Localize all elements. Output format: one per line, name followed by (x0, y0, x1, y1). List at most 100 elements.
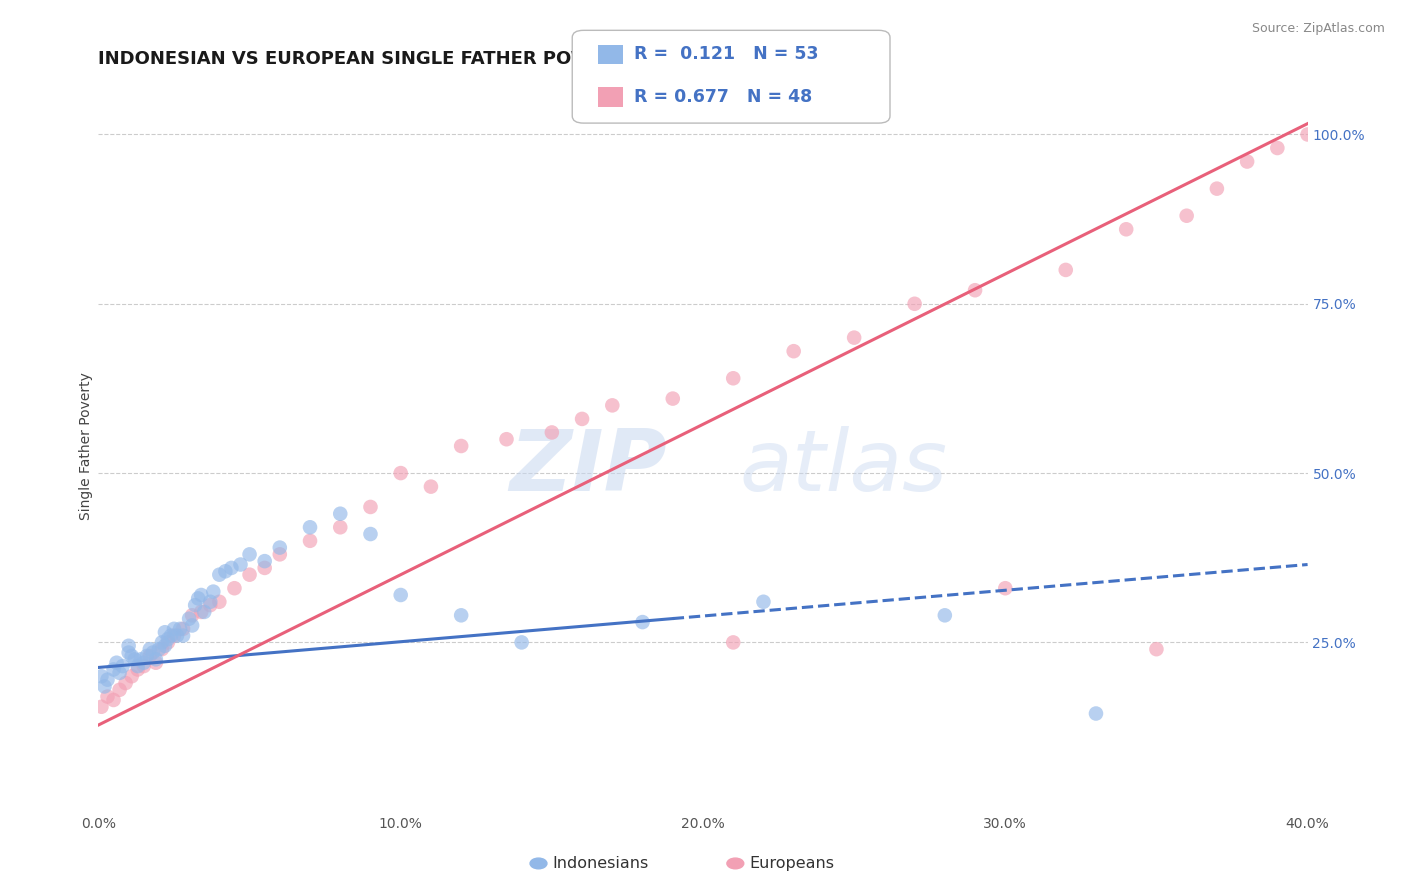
Point (1175, 209, 1198, 223)
Point (114, 676, 136, 690)
Point (420, 480, 443, 494)
Point (150, 642, 173, 657)
Point (329, 520, 352, 534)
Point (450, 439, 472, 453)
Point (150, 635, 173, 649)
Point (360, 500, 382, 514)
Point (752, 595, 775, 609)
Point (329, 507, 352, 521)
Point (495, 432, 517, 446)
Y-axis label: Single Father Poverty: Single Father Poverty (79, 372, 93, 520)
Point (90, 669, 112, 683)
Point (200, 595, 222, 609)
Point (160, 629, 183, 643)
Point (139, 648, 162, 663)
Point (184, 598, 207, 612)
Point (360, 527, 382, 541)
Point (108, 682, 131, 697)
Text: Indonesians: Indonesians (553, 856, 648, 871)
Point (1267, 141, 1289, 155)
Point (510, 635, 533, 649)
Point (93, 680, 115, 694)
Point (1206, 181, 1229, 195)
Point (103, 663, 125, 677)
Point (253, 561, 276, 575)
Point (193, 605, 215, 619)
Point (1296, 128, 1319, 142)
Point (661, 392, 683, 406)
Point (121, 648, 143, 663)
Point (148, 642, 170, 657)
Point (239, 547, 262, 561)
Point (299, 520, 322, 534)
Point (1144, 642, 1167, 657)
Point (723, 371, 745, 385)
Point (934, 608, 956, 623)
Point (190, 605, 212, 619)
Point (783, 344, 806, 359)
Point (108, 665, 131, 680)
Text: Source: ZipAtlas.com: Source: ZipAtlas.com (1251, 22, 1385, 36)
Point (118, 639, 141, 653)
Point (1115, 222, 1137, 236)
Text: Europeans: Europeans (749, 856, 834, 871)
Point (389, 466, 412, 480)
Point (153, 639, 176, 653)
Text: R = 0.677   N = 48: R = 0.677 N = 48 (634, 88, 813, 106)
Point (571, 412, 593, 426)
Point (111, 659, 134, 673)
Point (208, 567, 231, 582)
Point (172, 622, 194, 636)
Point (389, 588, 412, 602)
Point (156, 632, 179, 646)
Point (127, 659, 149, 673)
Point (142, 646, 165, 660)
Point (124, 652, 146, 666)
Point (179, 612, 201, 626)
Point (1236, 154, 1258, 169)
Point (1085, 706, 1108, 721)
Point (139, 642, 162, 657)
Point (965, 283, 987, 297)
Point (224, 581, 246, 595)
Text: R =  0.121   N = 53: R = 0.121 N = 53 (634, 45, 818, 63)
Point (132, 656, 155, 670)
Point (135, 648, 157, 663)
Point (103, 693, 125, 707)
Point (208, 595, 231, 609)
Point (723, 635, 745, 649)
Point (105, 656, 128, 670)
Point (904, 297, 927, 311)
Point (127, 663, 149, 677)
Point (187, 591, 209, 606)
Point (844, 331, 866, 345)
Text: atlas: atlas (740, 426, 948, 509)
Point (602, 398, 624, 412)
Point (181, 618, 204, 632)
Point (129, 652, 152, 666)
Point (269, 547, 291, 561)
Point (132, 659, 155, 673)
Point (450, 608, 472, 623)
Point (202, 584, 225, 599)
Point (96, 673, 118, 687)
Point (200, 598, 222, 612)
Point (90, 699, 112, 714)
Point (163, 629, 186, 643)
Point (214, 564, 236, 578)
Point (540, 425, 562, 440)
Point (221, 561, 243, 575)
Point (172, 629, 194, 643)
Point (181, 608, 204, 623)
Point (166, 629, 188, 643)
Point (269, 541, 291, 555)
Point (253, 554, 276, 568)
Point (299, 533, 322, 548)
Point (145, 656, 167, 670)
Point (145, 652, 167, 666)
Point (239, 567, 262, 582)
Point (163, 622, 186, 636)
Point (156, 635, 179, 649)
Point (118, 646, 141, 660)
Point (96, 690, 118, 704)
